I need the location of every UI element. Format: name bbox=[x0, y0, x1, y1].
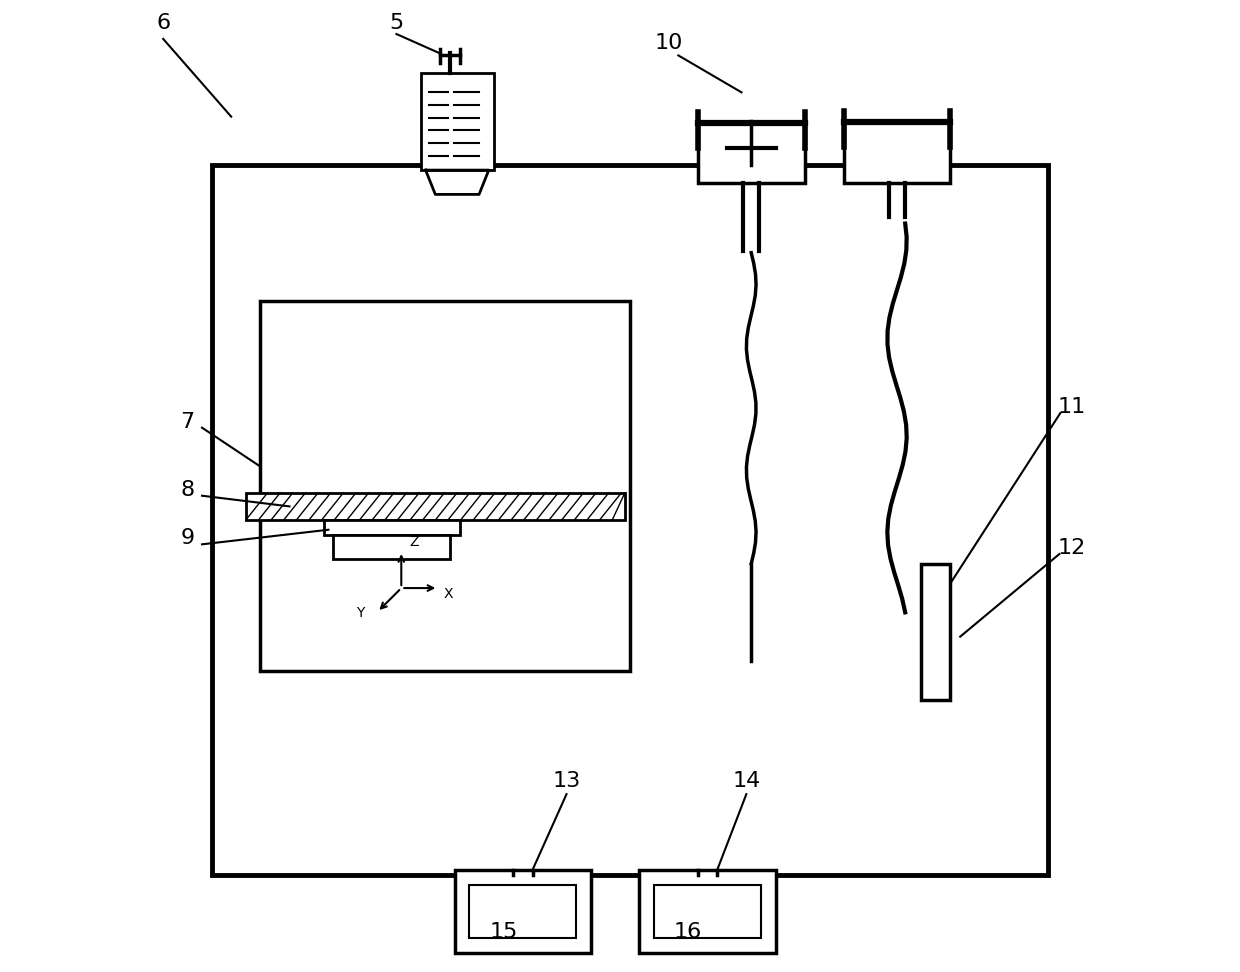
Bar bbox=[246, 493, 625, 520]
Text: 11: 11 bbox=[1058, 398, 1086, 417]
Text: 13: 13 bbox=[552, 772, 580, 791]
Text: 6: 6 bbox=[156, 14, 170, 33]
Bar bbox=[334, 535, 450, 559]
Text: 10: 10 bbox=[655, 33, 683, 52]
Bar bbox=[698, 122, 805, 183]
Text: 5: 5 bbox=[389, 14, 403, 33]
Bar bbox=[653, 885, 761, 938]
Text: 7: 7 bbox=[180, 412, 195, 432]
Bar bbox=[640, 870, 775, 953]
Bar bbox=[469, 885, 577, 938]
Bar bbox=[420, 73, 494, 170]
Text: 12: 12 bbox=[1058, 538, 1086, 558]
Text: 16: 16 bbox=[673, 922, 702, 942]
Bar bbox=[843, 122, 951, 183]
Text: Z: Z bbox=[409, 536, 419, 549]
Bar bbox=[212, 165, 1048, 875]
Text: 8: 8 bbox=[180, 480, 195, 500]
Text: 14: 14 bbox=[733, 772, 760, 791]
Bar bbox=[921, 564, 951, 700]
Text: X: X bbox=[443, 587, 453, 601]
Bar bbox=[455, 870, 590, 953]
Text: 9: 9 bbox=[180, 529, 195, 548]
Bar bbox=[260, 301, 630, 671]
Bar bbox=[324, 520, 460, 535]
Text: Y: Y bbox=[356, 606, 365, 620]
Text: 15: 15 bbox=[489, 922, 517, 942]
